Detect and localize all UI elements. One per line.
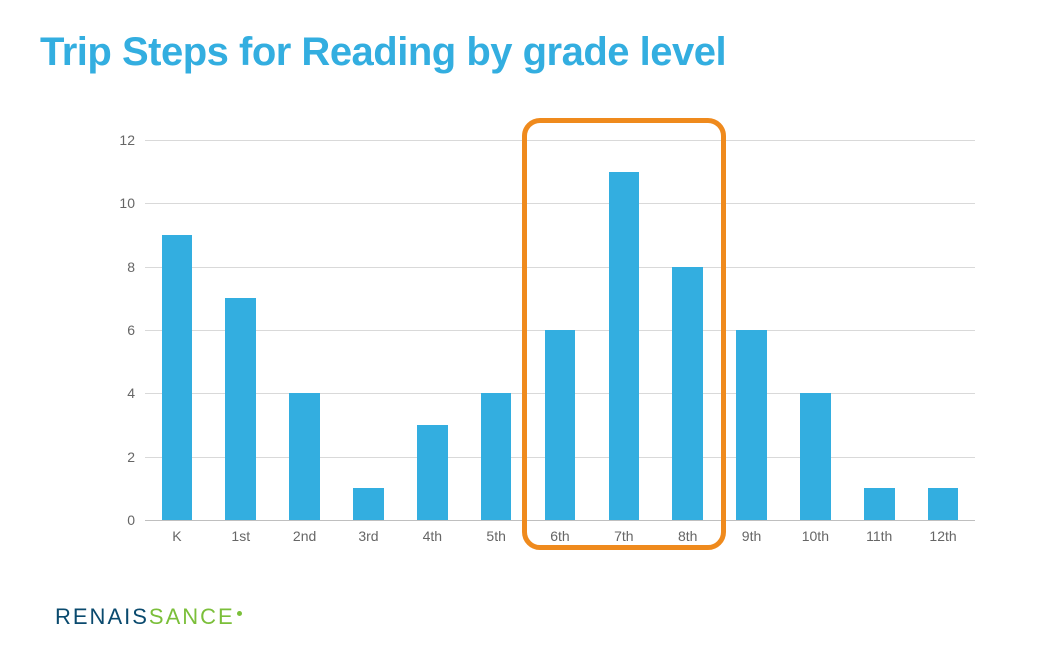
bar-slot: 10th [783,140,847,520]
x-axis-tick-label: 3rd [358,528,378,544]
bar-slot: 3rd [337,140,401,520]
x-axis-tick-label: 4th [423,528,442,544]
bar [800,393,831,520]
x-axis-tick-label: 8th [678,528,697,544]
y-axis-tick-label: 4 [127,385,135,401]
bar-slot: 1st [209,140,273,520]
logo-part2: SANCE [149,604,235,629]
x-axis-tick-label: K [172,528,181,544]
x-axis-tick-label: 7th [614,528,633,544]
bar [609,172,640,520]
x-axis-tick-label: 11th [866,528,892,544]
bar [545,330,576,520]
logo-part1: RENAIS [55,604,149,629]
bar-slot: 12th [911,140,975,520]
bar-slot: 7th [592,140,656,520]
grid-line [145,520,975,521]
y-axis-tick-label: 10 [119,195,135,211]
y-axis-tick-label: 6 [127,322,135,338]
bar [864,488,895,520]
bar [736,330,767,520]
page-title: Trip Steps for Reading by grade level [40,30,1002,75]
bar-chart: K1st2nd3rd4th5th6th7th8th9th10th11th12th… [105,140,975,550]
bar-slot: 8th [656,140,720,520]
y-axis-tick-label: 12 [119,132,135,148]
x-axis-tick-label: 2nd [293,528,316,544]
bar-slot: 5th [464,140,528,520]
bar [225,298,256,520]
bar-slot: K [145,140,209,520]
bar [162,235,193,520]
logo-dot-icon [237,611,242,616]
x-axis-tick-label: 10th [802,528,829,544]
x-axis-tick-label: 9th [742,528,761,544]
bar-slot: 9th [720,140,784,520]
bar [481,393,512,520]
y-axis-tick-label: 0 [127,512,135,528]
bar [417,425,448,520]
x-axis-tick-label: 6th [550,528,569,544]
y-axis-tick-label: 8 [127,259,135,275]
x-axis-tick-label: 5th [486,528,505,544]
renaissance-logo: RENAISSANCE [55,604,242,630]
bar [672,267,703,520]
bar [928,488,959,520]
y-axis-tick-label: 2 [127,449,135,465]
bar-slot: 4th [400,140,464,520]
bar [289,393,320,520]
bar-slot: 11th [847,140,911,520]
x-axis-tick-label: 12th [929,528,956,544]
bar-slot: 2nd [273,140,337,520]
bar-slot: 6th [528,140,592,520]
bar [353,488,384,520]
x-axis-tick-label: 1st [231,528,250,544]
